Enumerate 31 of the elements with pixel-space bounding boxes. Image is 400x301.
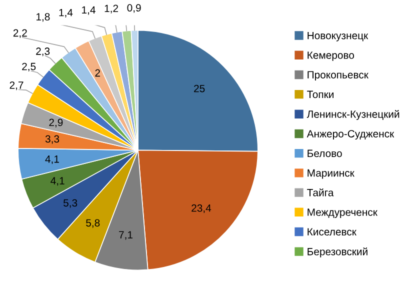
data-label: 4,1 [50, 177, 64, 186]
data-label: 5,3 [64, 199, 78, 208]
legend-label: Березовский [308, 247, 368, 258]
data-label: 5,8 [86, 219, 100, 228]
data-label: 3,3 [45, 135, 60, 144]
data-label: 2,7 [10, 81, 24, 90]
data-label: 0,9 [127, 4, 141, 13]
data-label: 4,1 [45, 156, 59, 164]
data-label: 2,2 [13, 29, 27, 38]
legend-label: Киселевск [308, 228, 356, 236]
data-label: 2 [95, 69, 100, 77]
legend-label: Новокузнецк [308, 32, 368, 42]
data-label: 23,4 [192, 204, 212, 214]
legend-label: Ленинск-Кузнецкий [306, 110, 400, 120]
legend-label: Кемерово [308, 52, 354, 61]
data-label: 1,8 [36, 13, 50, 22]
legend-label: Мариинск [308, 169, 354, 179]
data-label: 2,5 [22, 62, 36, 72]
legend-label: Междуреченск [308, 208, 378, 218]
data-label: 25 [194, 84, 205, 92]
legend-label: Тайга [307, 188, 334, 196]
legend-label: Белово [308, 150, 342, 158]
data-label: 7,1 [119, 231, 132, 240]
data-label: 2,3 [36, 48, 50, 56]
legend-label: Анжеро-Судженск [306, 130, 394, 140]
data-label: 1,4 [59, 8, 73, 18]
data-label: 1,4 [82, 6, 96, 15]
data-label: 2,9 [49, 118, 63, 128]
data-label: 1,2 [104, 4, 118, 14]
legend-label: Прокопьевск [308, 71, 368, 81]
legend-label: Топки [307, 90, 334, 98]
